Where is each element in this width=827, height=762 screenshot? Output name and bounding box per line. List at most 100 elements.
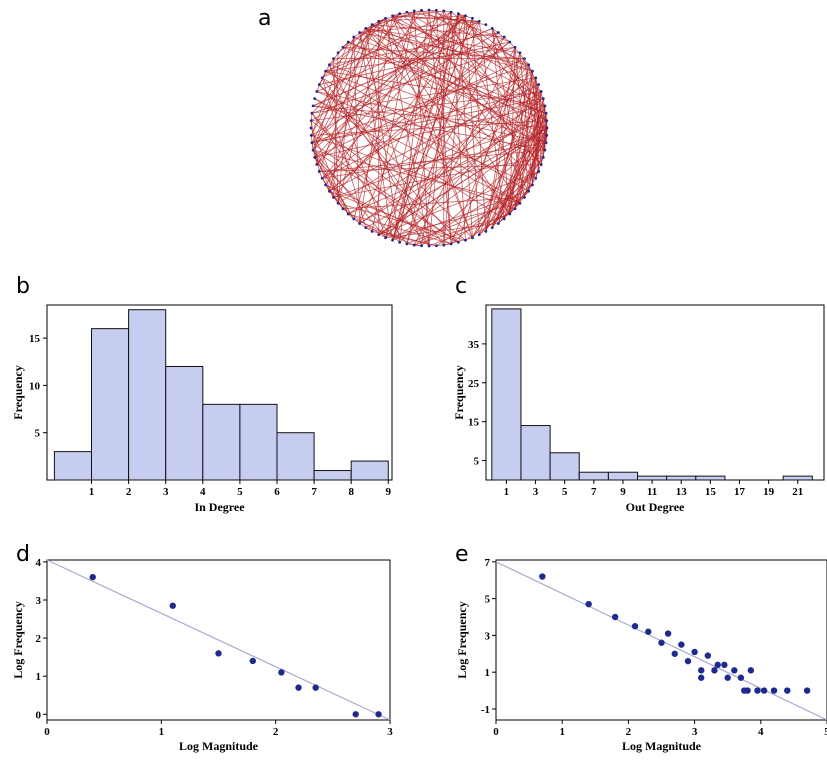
network-node bbox=[527, 189, 531, 193]
data-point bbox=[754, 687, 761, 694]
data-point bbox=[803, 687, 811, 694]
scatter-in-degree-loglog: 0 1 2 3 0 1 2 3 4 Log Magnitude Log Frequency bbox=[11, 557, 393, 753]
x-tick-label: 17 bbox=[734, 486, 746, 498]
network-edge bbox=[450, 11, 533, 72]
data-point bbox=[784, 687, 791, 694]
network-node bbox=[324, 183, 327, 187]
network-edge bbox=[399, 9, 430, 243]
data-point bbox=[747, 667, 755, 674]
data-point bbox=[724, 674, 731, 681]
x-tick-label: 3 bbox=[163, 486, 169, 498]
network-node bbox=[442, 9, 446, 13]
network-node bbox=[327, 63, 331, 67]
network-node bbox=[341, 207, 345, 211]
histogram-bar bbox=[666, 475, 697, 481]
scatter-out-degree-loglog: 0 1 2 3 4 5 -1 1 3 5 7 Log Magnitude Log Frequency bbox=[455, 557, 827, 753]
network-node bbox=[311, 148, 315, 152]
y-tick-label: 5 bbox=[485, 594, 491, 606]
network-edge bbox=[311, 112, 408, 245]
network-node bbox=[352, 217, 356, 221]
network-node bbox=[531, 69, 534, 73]
histogram-bar bbox=[607, 471, 639, 481]
panel-label-d: d bbox=[16, 542, 30, 567]
x-tick-label: 11 bbox=[647, 486, 657, 498]
network-edge bbox=[311, 135, 516, 210]
x-tick-label: 6 bbox=[274, 486, 280, 498]
data-point bbox=[704, 652, 712, 659]
data-point bbox=[278, 669, 285, 676]
network-edge bbox=[329, 46, 344, 66]
x-axis-title: Out Degree bbox=[626, 500, 685, 514]
network-node bbox=[508, 212, 512, 216]
histogram-bar bbox=[520, 425, 551, 481]
x-tick-label: 15 bbox=[705, 486, 717, 498]
network-edge bbox=[312, 149, 355, 220]
panel-label-a: a bbox=[258, 6, 272, 31]
network-node bbox=[405, 242, 409, 246]
network-edge bbox=[472, 91, 542, 238]
network-node bbox=[384, 16, 387, 20]
network-edge bbox=[312, 36, 355, 151]
network-graph bbox=[309, 8, 549, 248]
network-edge bbox=[491, 127, 548, 228]
x-tick-label: 3 bbox=[387, 726, 393, 738]
network-edge bbox=[406, 21, 480, 245]
network-node bbox=[543, 104, 547, 108]
data-point bbox=[375, 711, 382, 718]
data-point bbox=[760, 687, 768, 694]
network-edge bbox=[314, 157, 349, 215]
histogram-in-degree: 1 2 3 4 5 6 7 8 9 5 10 15 In Degree Frequency bbox=[11, 304, 393, 514]
network-node bbox=[332, 195, 335, 199]
network-node bbox=[545, 119, 549, 122]
histogram-bar bbox=[549, 452, 580, 481]
data-point bbox=[89, 573, 96, 581]
x-tick-label: 2 bbox=[126, 486, 132, 498]
network-node bbox=[309, 119, 313, 122]
histogram-bar bbox=[276, 432, 315, 481]
x-tick-label: 3 bbox=[692, 726, 698, 738]
network-node bbox=[310, 111, 314, 115]
network-edge bbox=[378, 105, 546, 236]
network-node bbox=[449, 242, 453, 246]
network-node bbox=[391, 14, 394, 18]
network-node bbox=[315, 90, 319, 93]
network-edge bbox=[329, 13, 400, 66]
histogram-bar bbox=[91, 328, 130, 481]
data-point bbox=[711, 667, 718, 674]
data-point bbox=[312, 684, 319, 691]
network-edge bbox=[316, 20, 480, 92]
x-tick-label: 5 bbox=[562, 486, 568, 498]
network-node bbox=[456, 12, 460, 16]
data-point bbox=[645, 628, 652, 635]
network-edge bbox=[325, 70, 529, 192]
network-edge bbox=[348, 213, 452, 245]
network-node bbox=[364, 226, 368, 230]
network-edge bbox=[322, 11, 452, 79]
y-axis-title: Frequency bbox=[11, 365, 25, 419]
network-edge bbox=[378, 32, 499, 235]
network-edge bbox=[342, 46, 547, 114]
network-edge bbox=[385, 64, 529, 238]
network-node bbox=[370, 23, 374, 26]
network-node bbox=[377, 19, 381, 23]
network-edge bbox=[337, 77, 536, 204]
network-edge bbox=[443, 10, 537, 179]
network-node bbox=[420, 8, 423, 12]
network-node bbox=[508, 40, 512, 44]
x-tick-label: 7 bbox=[591, 486, 597, 498]
network-edge bbox=[359, 13, 459, 224]
data-point bbox=[691, 648, 698, 656]
y-tick-label: 2 bbox=[36, 633, 42, 645]
panel-label-c: c bbox=[455, 274, 468, 299]
network-node bbox=[327, 189, 331, 193]
network-edge bbox=[353, 36, 547, 114]
network-node bbox=[477, 19, 481, 23]
data-point bbox=[585, 600, 592, 608]
data-point bbox=[664, 630, 672, 637]
network-edge bbox=[311, 91, 542, 144]
network-edge bbox=[311, 77, 536, 114]
data-point bbox=[169, 602, 176, 609]
network-edge bbox=[311, 24, 373, 143]
